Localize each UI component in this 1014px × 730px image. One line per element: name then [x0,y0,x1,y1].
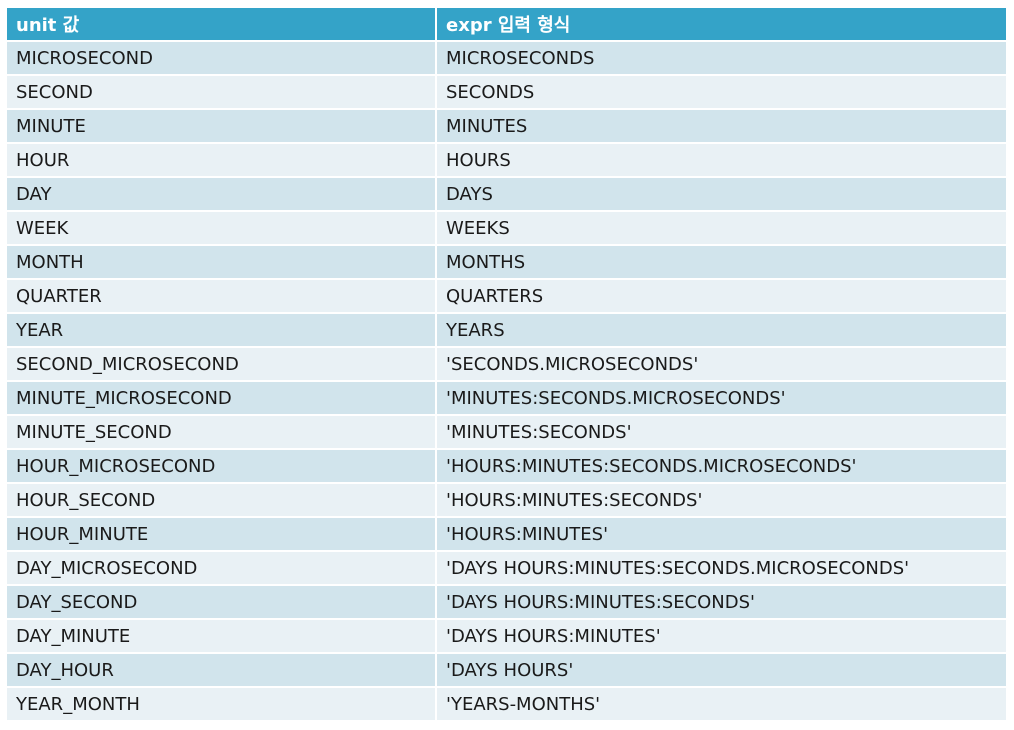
expr-format-cell: SECONDS [437,76,1006,110]
unit-cell: MICROSECOND [7,42,437,76]
table-row: MINUTE_SECOND 'MINUTES:SECONDS' [7,416,1006,450]
table-row: DAY_SECOND 'DAYS HOURS:MINUTES:SECONDS' [7,586,1006,620]
table-row: DAY_MINUTE 'DAYS HOURS:MINUTES' [7,620,1006,654]
expr-format-cell: YEARS [437,314,1006,348]
expr-format-cell: 'HOURS:MINUTES:SECONDS.MICROSECONDS' [437,450,1006,484]
unit-cell: WEEK [7,212,437,246]
table-row: WEEK WEEKS [7,212,1006,246]
unit-cell: HOUR [7,144,437,178]
unit-format-table: unit 값 expr 입력 형식 MICROSECOND MICROSECOND… [7,8,1006,722]
expr-format-cell: WEEKS [437,212,1006,246]
unit-cell: DAY_MICROSECOND [7,552,437,586]
table-row: DAY DAYS [7,178,1006,212]
expr-format-cell: MINUTES [437,110,1006,144]
expr-format-cell: 'MINUTES:SECONDS' [437,416,1006,450]
unit-cell: SECOND [7,76,437,110]
expr-format-cell: 'HOURS:MINUTES' [437,518,1006,552]
column-header-unit: unit 값 [7,8,437,42]
table-body: MICROSECOND MICROSECONDS SECOND SECONDS MINU… [7,42,1006,722]
expr-format-cell: QUARTERS [437,280,1006,314]
expr-format-cell: HOURS [437,144,1006,178]
column-header-expr-format: expr 입력 형식 [437,8,1006,42]
table-row: MINUTE_MICROSECOND 'MINUTES:SECONDS.MICRO… [7,382,1006,416]
expr-format-cell: MONTHS [437,246,1006,280]
table-header-row: unit 값 expr 입력 형식 [7,8,1006,42]
unit-cell: HOUR_MICROSECOND [7,450,437,484]
table-row: MONTH MONTHS [7,246,1006,280]
unit-cell: DAY_HOUR [7,654,437,688]
unit-cell: MONTH [7,246,437,280]
expr-format-cell: 'HOURS:MINUTES:SECONDS' [437,484,1006,518]
table-row: HOUR_SECOND 'HOURS:MINUTES:SECONDS' [7,484,1006,518]
table-row: HOUR HOURS [7,144,1006,178]
unit-cell: YEAR_MONTH [7,688,437,722]
expr-format-cell: 'SECONDS.MICROSECONDS' [437,348,1006,382]
table-row: MICROSECOND MICROSECONDS [7,42,1006,76]
table-row: HOUR_MINUTE 'HOURS:MINUTES' [7,518,1006,552]
expr-format-cell: DAYS [437,178,1006,212]
expr-format-cell: 'MINUTES:SECONDS.MICROSECONDS' [437,382,1006,416]
expr-format-cell: 'DAYS HOURS' [437,654,1006,688]
unit-cell: HOUR_MINUTE [7,518,437,552]
unit-format-table-container: unit 값 expr 입력 형식 MICROSECOND MICROSECOND… [7,8,1006,722]
unit-cell: MINUTE [7,110,437,144]
unit-cell: MINUTE_SECOND [7,416,437,450]
table-row: QUARTER QUARTERS [7,280,1006,314]
table-row: DAY_MICROSECOND 'DAYS HOURS:MINUTES:SECON… [7,552,1006,586]
unit-cell: DAY_SECOND [7,586,437,620]
unit-cell: HOUR_SECOND [7,484,437,518]
table-row: MINUTE MINUTES [7,110,1006,144]
table-row: YEAR_MONTH 'YEARS-MONTHS' [7,688,1006,722]
expr-format-cell: 'DAYS HOURS:MINUTES:SECONDS' [437,586,1006,620]
table-row: DAY_HOUR 'DAYS HOURS' [7,654,1006,688]
table-row: SECOND SECONDS [7,76,1006,110]
table-row: YEAR YEARS [7,314,1006,348]
unit-cell: MINUTE_MICROSECOND [7,382,437,416]
unit-cell: DAY [7,178,437,212]
table-row: SECOND_MICROSECOND 'SECONDS.MICROSECONDS' [7,348,1006,382]
unit-cell: DAY_MINUTE [7,620,437,654]
unit-cell: YEAR [7,314,437,348]
table-row: HOUR_MICROSECOND 'HOURS:MINUTES:SECONDS.M… [7,450,1006,484]
expr-format-cell: MICROSECONDS [437,42,1006,76]
unit-cell: QUARTER [7,280,437,314]
unit-cell: SECOND_MICROSECOND [7,348,437,382]
expr-format-cell: 'YEARS-MONTHS' [437,688,1006,722]
expr-format-cell: 'DAYS HOURS:MINUTES:SECONDS.MICROSECONDS… [437,552,1006,586]
expr-format-cell: 'DAYS HOURS:MINUTES' [437,620,1006,654]
